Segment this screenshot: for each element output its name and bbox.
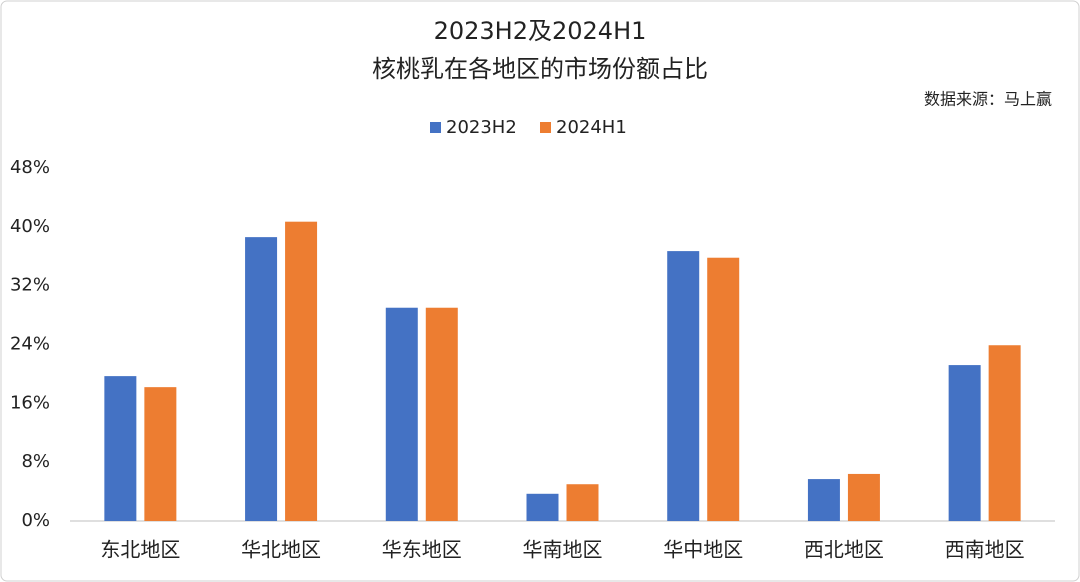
bar bbox=[526, 493, 559, 521]
bar bbox=[847, 473, 880, 521]
source-note: 数据来源：马上赢 bbox=[924, 90, 1052, 109]
legend-swatch bbox=[430, 122, 441, 133]
bar bbox=[385, 307, 418, 521]
bar bbox=[285, 221, 318, 521]
x-tick-label: 西北地区 bbox=[804, 538, 884, 562]
y-tick-label: 24% bbox=[10, 334, 50, 355]
bar bbox=[707, 257, 740, 521]
bar bbox=[807, 479, 840, 521]
bar bbox=[988, 345, 1021, 521]
y-tick-label: 8% bbox=[21, 451, 50, 472]
x-tick-label: 东北地区 bbox=[100, 538, 180, 562]
bar bbox=[566, 484, 599, 521]
x-tick-label: 华中地区 bbox=[663, 538, 743, 562]
legend-label: 2023H2 bbox=[446, 117, 517, 138]
x-tick-label: 西南地区 bbox=[945, 538, 1025, 562]
y-tick-label: 16% bbox=[10, 392, 50, 413]
y-tick-label: 40% bbox=[10, 216, 50, 237]
y-tick-label: 32% bbox=[10, 275, 50, 296]
bar bbox=[667, 251, 700, 521]
bar bbox=[948, 365, 981, 521]
x-tick-label: 华北地区 bbox=[241, 538, 321, 562]
bar bbox=[144, 387, 177, 521]
y-tick-label: 48% bbox=[10, 157, 50, 178]
y-tick-label: 0% bbox=[21, 510, 50, 531]
legend-label: 2024H1 bbox=[556, 117, 627, 138]
chart-subtitle: 核桃乳在各地区的市场份额占比 bbox=[372, 55, 708, 83]
x-tick-label: 华南地区 bbox=[523, 538, 603, 562]
bar bbox=[245, 237, 278, 522]
legend-swatch bbox=[540, 122, 551, 133]
bar bbox=[104, 376, 137, 521]
bar bbox=[425, 307, 458, 521]
chart-title: 2023H2及2024H1 bbox=[434, 17, 647, 45]
x-tick-label: 华东地区 bbox=[382, 538, 462, 562]
